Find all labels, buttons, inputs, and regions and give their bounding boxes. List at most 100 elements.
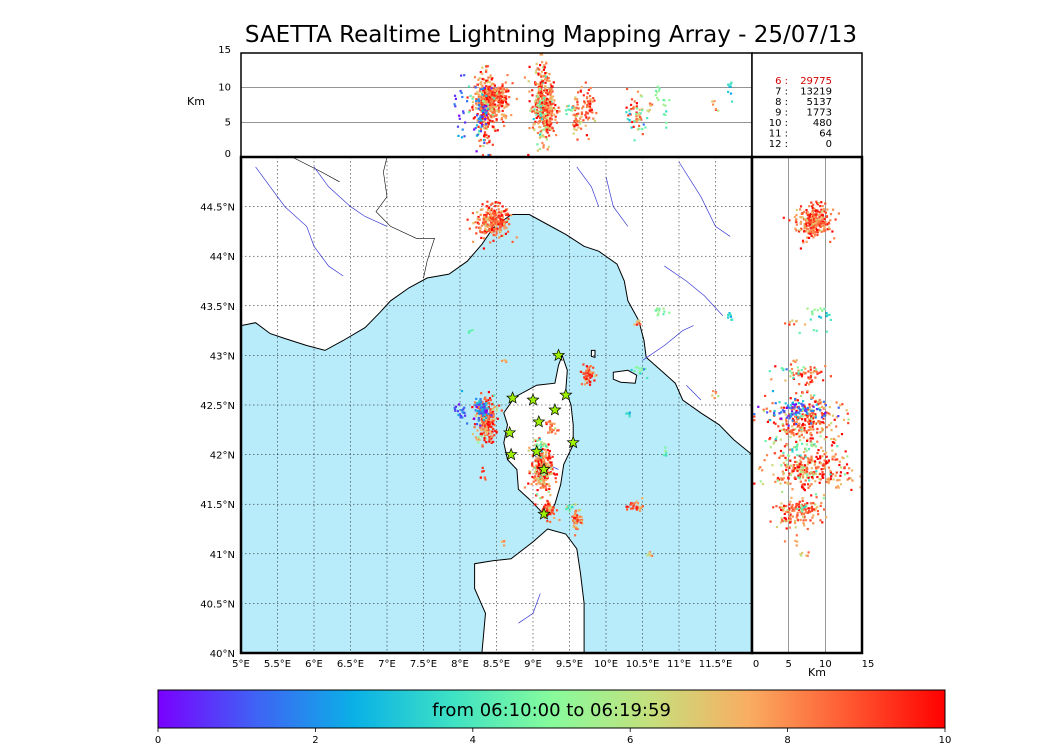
lightning-point-latitude xyxy=(816,225,818,227)
map-panel: 5°E 5.5°E 6°E 6.5°E 7°E 7.5°E 8°E 8.5°E 9°E 9.5°E… xyxy=(200,157,752,670)
lightning-point xyxy=(581,383,583,385)
lightning-point-latitude xyxy=(839,461,841,463)
lightning-point-altitude xyxy=(586,104,588,106)
lightning-point-altitude xyxy=(491,111,493,113)
lightning-point-altitude xyxy=(488,92,490,94)
lat-tick-label: 44°N xyxy=(210,252,235,263)
lightning-point-latitude xyxy=(816,404,818,406)
lightning-point-latitude xyxy=(806,440,808,442)
lightning-point xyxy=(543,479,545,481)
lightning-point-latitude xyxy=(787,404,789,406)
lightning-point xyxy=(494,406,496,408)
lightning-point-altitude xyxy=(587,118,589,120)
lightning-point-latitude xyxy=(816,234,818,236)
lightning-point-altitude xyxy=(505,105,507,107)
lightning-point-altitude xyxy=(533,110,535,112)
lightning-point xyxy=(535,483,537,485)
lightning-point xyxy=(545,479,547,481)
lightning-point-altitude xyxy=(631,121,633,123)
lightning-point-latitude xyxy=(784,540,786,542)
lightning-point-altitude xyxy=(668,99,670,101)
lightning-point xyxy=(480,427,482,429)
lightning-point-latitude xyxy=(772,474,774,476)
lightning-point-altitude xyxy=(490,115,492,117)
lightning-point xyxy=(494,205,496,207)
lightning-point-latitude xyxy=(786,444,788,446)
lightning-point xyxy=(554,473,556,475)
lightning-point-latitude xyxy=(796,447,798,449)
lightning-point-latitude xyxy=(801,418,803,420)
lightning-point xyxy=(478,410,480,412)
lightning-point-altitude xyxy=(481,104,483,106)
lightning-point xyxy=(533,439,535,441)
lightning-point xyxy=(639,509,641,511)
lightning-point-latitude xyxy=(823,227,825,229)
lightning-point-latitude xyxy=(814,234,816,236)
lightning-point-latitude xyxy=(810,397,812,399)
lightning-point-altitude xyxy=(634,139,636,141)
lightning-point-latitude xyxy=(833,438,835,440)
lightning-point xyxy=(474,426,476,428)
lightning-point-altitude xyxy=(548,73,550,75)
lon-tick-label: 7°E xyxy=(378,659,396,670)
lightning-point-latitude xyxy=(810,417,812,419)
lightning-point xyxy=(486,428,488,430)
lightning-point xyxy=(543,474,545,476)
lightning-point-altitude xyxy=(503,125,505,127)
lightning-point-latitude xyxy=(811,506,813,508)
lightning-point-latitude xyxy=(759,466,761,468)
lightning-point xyxy=(638,367,640,369)
lightning-point xyxy=(478,420,480,422)
lightning-point xyxy=(548,431,550,433)
top-panel-tick-labels: 051015 xyxy=(218,45,231,160)
lightning-point-latitude xyxy=(798,423,800,425)
lightning-point xyxy=(550,473,552,475)
lightning-point xyxy=(573,517,575,519)
lightning-point-altitude xyxy=(538,68,540,70)
lightning-point-altitude xyxy=(548,103,550,105)
lightning-point xyxy=(548,491,550,493)
lightning-point-altitude xyxy=(494,112,496,114)
lightning-point-latitude xyxy=(800,205,802,207)
lightning-point-latitude xyxy=(800,247,802,249)
lightning-point-altitude xyxy=(551,118,553,120)
counts-value: 480 xyxy=(813,118,832,129)
lightning-point xyxy=(505,233,507,235)
lightning-point xyxy=(574,522,576,524)
lightning-point-latitude xyxy=(801,375,803,377)
lightning-point-altitude xyxy=(587,92,589,94)
lightning-point-latitude xyxy=(779,430,781,432)
lightning-point xyxy=(531,476,533,478)
lightning-point xyxy=(545,422,547,424)
lightning-point-altitude xyxy=(480,130,482,132)
lightning-point-altitude xyxy=(460,90,462,92)
lightning-point-altitude xyxy=(568,105,570,107)
lightning-point-altitude xyxy=(731,101,733,103)
lightning-point xyxy=(538,478,540,480)
lightning-point-altitude xyxy=(482,91,484,93)
lightning-point-latitude xyxy=(814,480,816,482)
lightning-point-latitude xyxy=(801,484,803,486)
altitude-tick-label: 5 xyxy=(785,659,791,670)
lightning-point-altitude xyxy=(550,106,552,108)
lon-tick-label: 10°E xyxy=(594,659,618,670)
lightning-point xyxy=(501,210,503,212)
lightning-point-latitude xyxy=(805,456,807,458)
lightning-point-latitude xyxy=(805,511,807,513)
lightning-point-altitude xyxy=(714,100,716,102)
lightning-point-altitude xyxy=(646,110,648,112)
lightning-point xyxy=(538,473,540,475)
lightning-point-altitude xyxy=(481,119,483,121)
colorbar-tick-label: 6 xyxy=(627,735,633,746)
lightning-point xyxy=(589,384,591,386)
lightning-point xyxy=(540,446,542,448)
lightning-point xyxy=(540,441,542,443)
lightning-point-latitude xyxy=(811,235,813,237)
lightning-point-altitude xyxy=(480,88,482,90)
lightning-point-latitude xyxy=(793,434,795,436)
lightning-point-latitude xyxy=(826,456,828,458)
lightning-point-latitude xyxy=(796,209,798,211)
lightning-point-latitude xyxy=(801,369,803,371)
lightning-point-altitude xyxy=(482,78,484,80)
lightning-point xyxy=(472,222,474,224)
